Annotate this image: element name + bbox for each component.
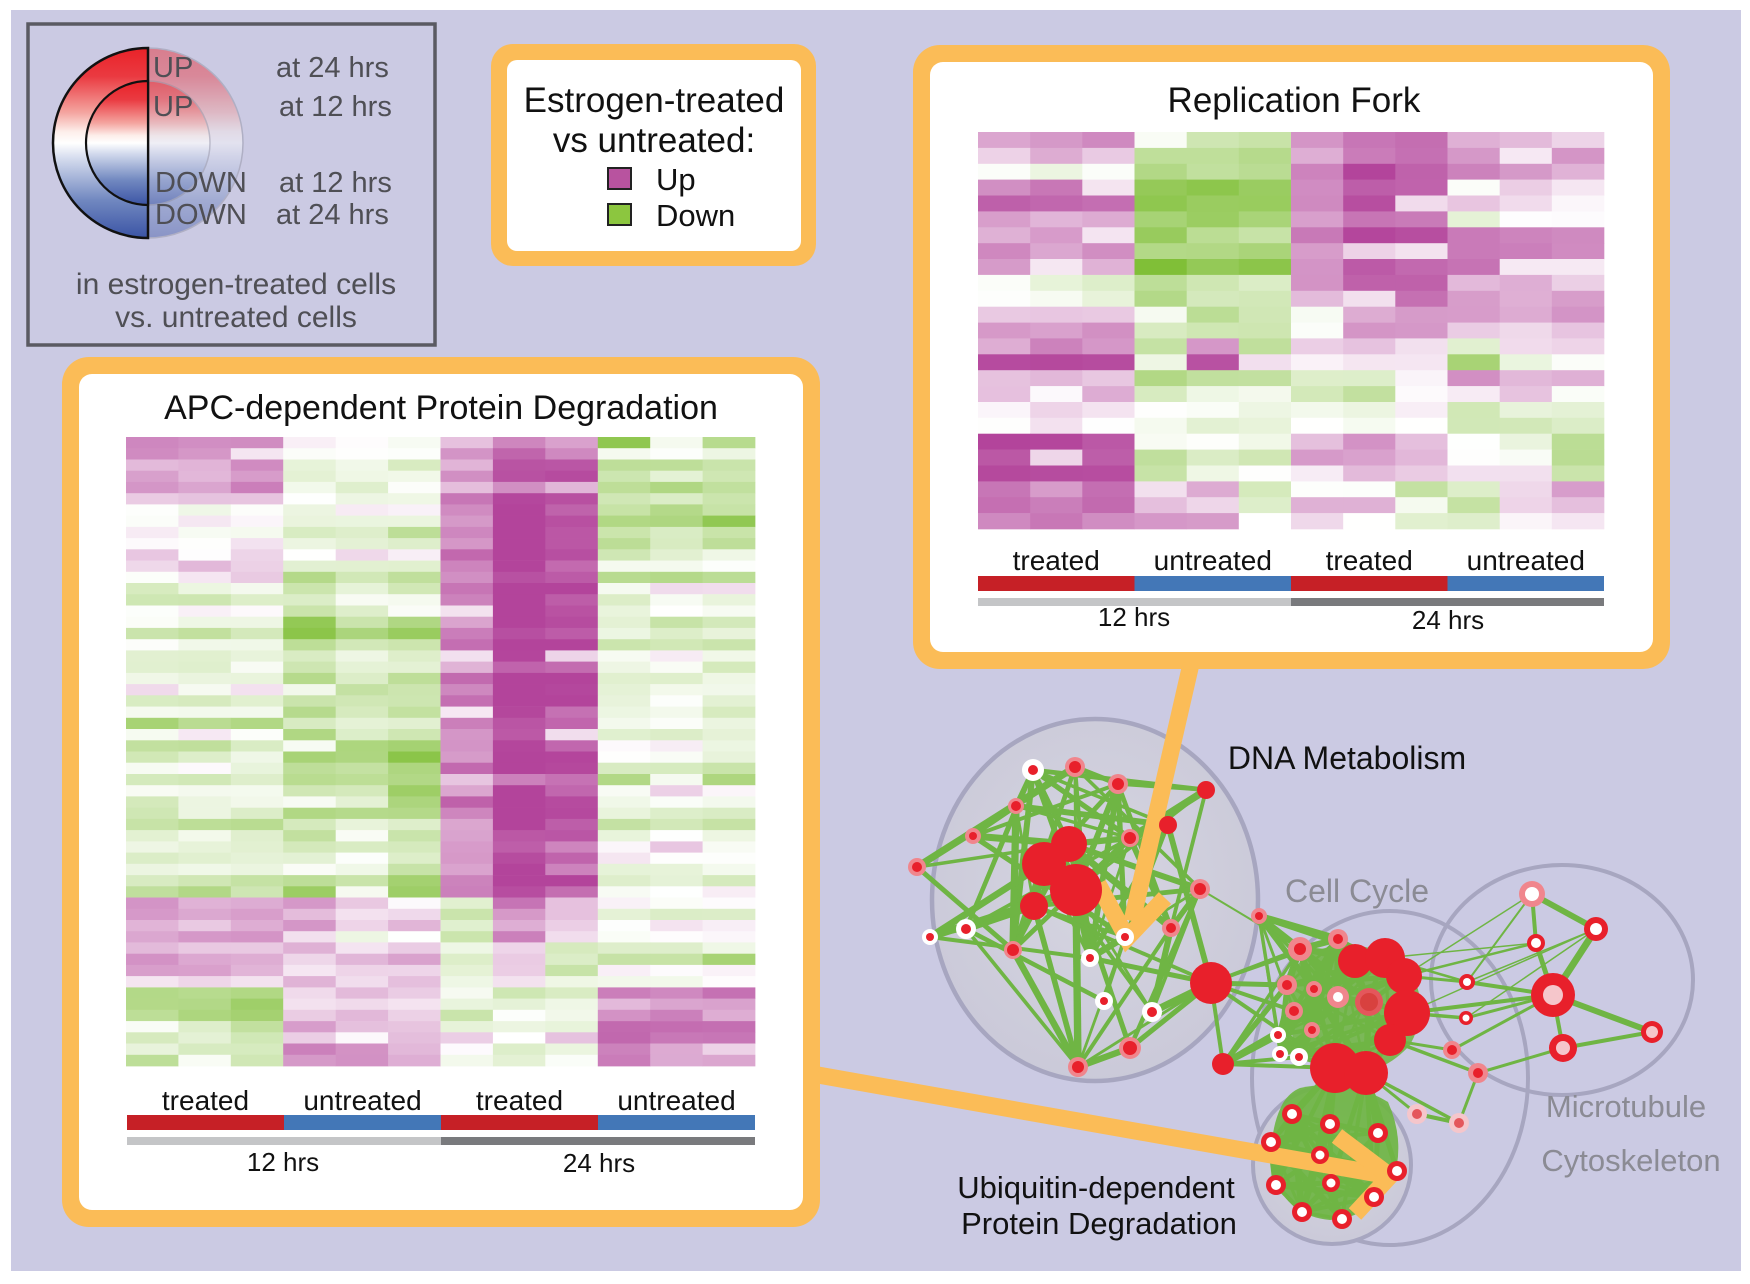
- svg-text:at 12 hrs: at 12 hrs: [279, 167, 392, 199]
- svg-text:at 12 hrs: at 12 hrs: [279, 91, 392, 123]
- svg-text:at 24 hrs: at 24 hrs: [276, 52, 389, 84]
- svg-text:treated: treated: [476, 1085, 563, 1116]
- svg-text:Microtubule: Microtubule: [1546, 1089, 1706, 1124]
- svg-text:untreated: untreated: [303, 1085, 421, 1116]
- svg-text:Estrogen-treated: Estrogen-treated: [524, 81, 785, 120]
- svg-text:12 hrs: 12 hrs: [1098, 602, 1170, 632]
- svg-text:UP: UP: [153, 91, 193, 123]
- svg-text:vs untreated:: vs untreated:: [553, 121, 755, 160]
- svg-text:at 24 hrs: at 24 hrs: [276, 199, 389, 231]
- svg-text:untreated: untreated: [617, 1085, 735, 1116]
- svg-text:untreated: untreated: [1467, 545, 1585, 576]
- svg-text:12 hrs: 12 hrs: [247, 1147, 319, 1177]
- svg-text:Replication Fork: Replication Fork: [1168, 81, 1421, 120]
- svg-text:vs. untreated cells: vs. untreated cells: [115, 301, 357, 334]
- svg-text:Up: Up: [656, 162, 696, 197]
- svg-text:Down: Down: [656, 198, 735, 233]
- svg-text:Cell Cycle: Cell Cycle: [1285, 873, 1429, 909]
- svg-text:Ubiquitin-dependent: Ubiquitin-dependent: [957, 1170, 1235, 1205]
- svg-text:UP: UP: [153, 52, 193, 84]
- svg-text:24 hrs: 24 hrs: [563, 1148, 635, 1178]
- svg-text:treated: treated: [1326, 545, 1413, 576]
- svg-text:APC-dependent Protein Degradat: APC-dependent Protein Degradation: [164, 389, 718, 427]
- svg-text:DOWN: DOWN: [155, 199, 247, 231]
- svg-text:in estrogen-treated cells: in estrogen-treated cells: [76, 268, 396, 301]
- svg-text:treated: treated: [1013, 545, 1100, 576]
- svg-text:24 hrs: 24 hrs: [1412, 605, 1484, 635]
- svg-text:untreated: untreated: [1154, 545, 1272, 576]
- svg-text:treated: treated: [162, 1085, 249, 1116]
- svg-text:Protein Degradation: Protein Degradation: [961, 1206, 1237, 1241]
- svg-text:DOWN: DOWN: [155, 167, 247, 199]
- svg-text:DNA Metabolism: DNA Metabolism: [1228, 740, 1466, 776]
- svg-text:Cytoskeleton: Cytoskeleton: [1541, 1143, 1720, 1178]
